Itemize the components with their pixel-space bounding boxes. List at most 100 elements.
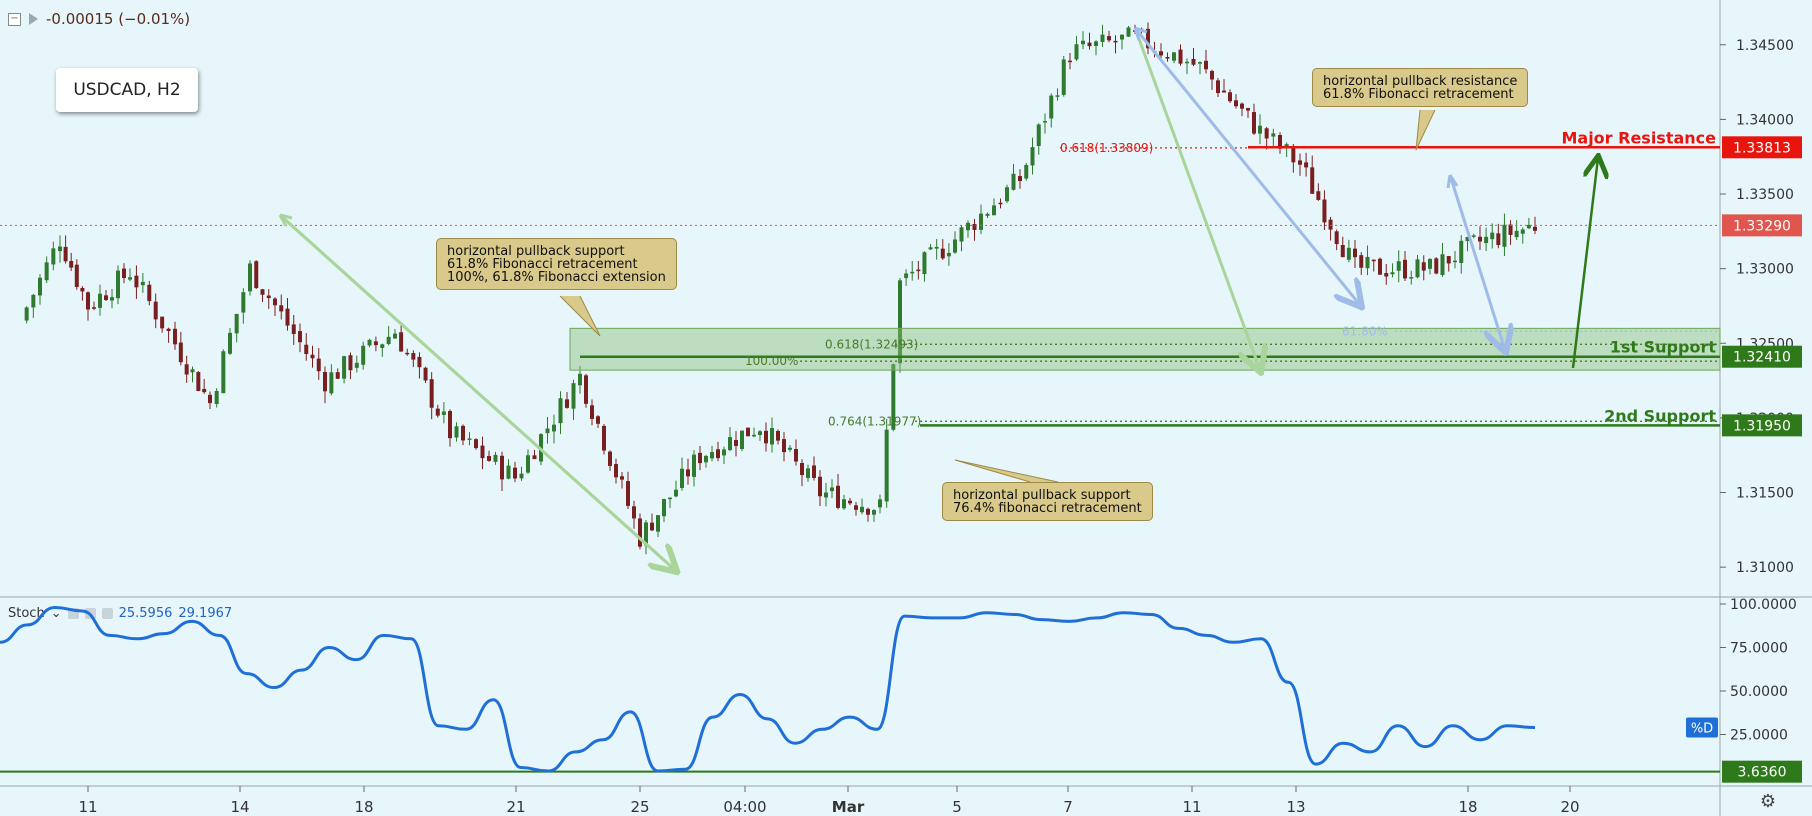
candle-body (998, 202, 1003, 205)
candle-body (1228, 92, 1232, 102)
eye-icon[interactable] (67, 608, 79, 619)
callout-line: horizontal pullback support (953, 488, 1131, 503)
time-tick-label: 7 (1063, 798, 1073, 816)
callout-line: 76.4% fibonacci retracement (953, 501, 1142, 516)
candle-body (128, 277, 132, 280)
candle-body (891, 364, 896, 430)
candle-body (1310, 167, 1315, 194)
callout-line: 100%, 61.8% Fibonacci extension (447, 270, 666, 285)
candle-body (367, 339, 372, 346)
level-badge (1722, 414, 1802, 437)
candle-body (110, 297, 114, 301)
candle-body (656, 515, 660, 532)
candle-body (1165, 56, 1170, 59)
candle-body (1328, 219, 1333, 230)
settings-gear-icon[interactable]: ⚙ (1759, 791, 1776, 812)
candle-body (221, 351, 226, 394)
candle-body (335, 372, 340, 379)
candle-body (1246, 108, 1250, 111)
candle-body (342, 356, 347, 379)
triangle-flag-icon (29, 13, 38, 25)
candle-body (1298, 160, 1302, 165)
candle-body (1409, 277, 1414, 279)
candle-body (480, 445, 485, 459)
candle-body (1346, 247, 1351, 260)
candle-body (1061, 59, 1066, 95)
candle-body (1526, 224, 1531, 229)
candle-body (1428, 258, 1432, 269)
candle-body (1278, 135, 1282, 149)
candle-body (467, 438, 472, 440)
arrowhead-reverse (1133, 26, 1148, 41)
candle-body (830, 487, 834, 492)
chevron-down-icon[interactable]: ⌄ (50, 606, 62, 621)
candle-body (260, 289, 265, 295)
candle-body (716, 449, 720, 459)
candle-body (92, 307, 96, 309)
candle-body (373, 341, 378, 346)
candle-body (1403, 259, 1407, 279)
callout-line: 61.8% Fibonacci retracement (447, 257, 638, 272)
candle-body (979, 213, 983, 230)
candle-body (1371, 259, 1376, 262)
candle-body (985, 213, 990, 216)
candle-body (746, 427, 750, 437)
candle-body (1322, 199, 1327, 223)
minus-box-icon[interactable]: − (8, 12, 21, 26)
trend-arrow (1448, 174, 1505, 350)
level-name-label: 2nd Support (1604, 406, 1716, 425)
candle-body (513, 467, 517, 479)
candle-body (487, 455, 491, 461)
candle-body (854, 505, 858, 510)
candle-body (1191, 58, 1196, 65)
candle-body (266, 295, 271, 299)
candle-body (1421, 262, 1426, 271)
candle-body (1453, 260, 1457, 263)
candle-body (552, 424, 556, 432)
candle-body (698, 452, 702, 464)
candle-body (872, 510, 876, 515)
candle-body (788, 447, 792, 450)
candle-body (323, 371, 327, 392)
candle-body (800, 462, 804, 476)
candle-body (474, 439, 478, 449)
candle-body (1216, 80, 1220, 94)
candle-body (441, 411, 446, 415)
candle-body (1043, 121, 1047, 123)
candle-body (758, 431, 762, 436)
candle-body (58, 246, 62, 252)
candle-body (254, 261, 259, 289)
callout-line: 61.8% Fibonacci retracement (1323, 87, 1514, 102)
candle-body (417, 356, 422, 368)
candle-body (824, 492, 828, 498)
price-tick-label: 1.34000 (1736, 112, 1794, 128)
trend-arrow (1133, 27, 1360, 305)
stoch-value-d: 29.1967 (178, 606, 233, 621)
candle-body (448, 411, 452, 439)
candle-body (1459, 240, 1464, 263)
candle-body (692, 454, 696, 477)
candle-body (1384, 273, 1389, 277)
candle-body (1533, 226, 1537, 231)
candle-body (1172, 52, 1176, 61)
candle-body (1036, 124, 1041, 146)
callout-line: horizontal pullback resistance (1323, 74, 1518, 89)
time-tick-label: Mar (832, 798, 865, 816)
candle-body (922, 252, 927, 275)
price-tick-label: 1.31000 (1736, 560, 1794, 576)
candle-body (316, 358, 321, 372)
candle-body (1415, 259, 1420, 278)
candle-body (626, 481, 630, 506)
candle-body (526, 455, 530, 473)
trend-arrow (278, 213, 675, 570)
candle-body (1222, 90, 1226, 93)
candle-body (519, 473, 524, 479)
fib-label: 0.764(1.31977) (828, 414, 921, 428)
candle-body (329, 372, 334, 394)
callout-pullback-support: horizontal pullback support 61.8% Fibona… (436, 238, 677, 290)
candle-body (734, 440, 738, 447)
candle-body (291, 324, 296, 335)
stoch-value-k: 25.5956 (118, 606, 173, 621)
close-icon[interactable] (101, 608, 113, 619)
